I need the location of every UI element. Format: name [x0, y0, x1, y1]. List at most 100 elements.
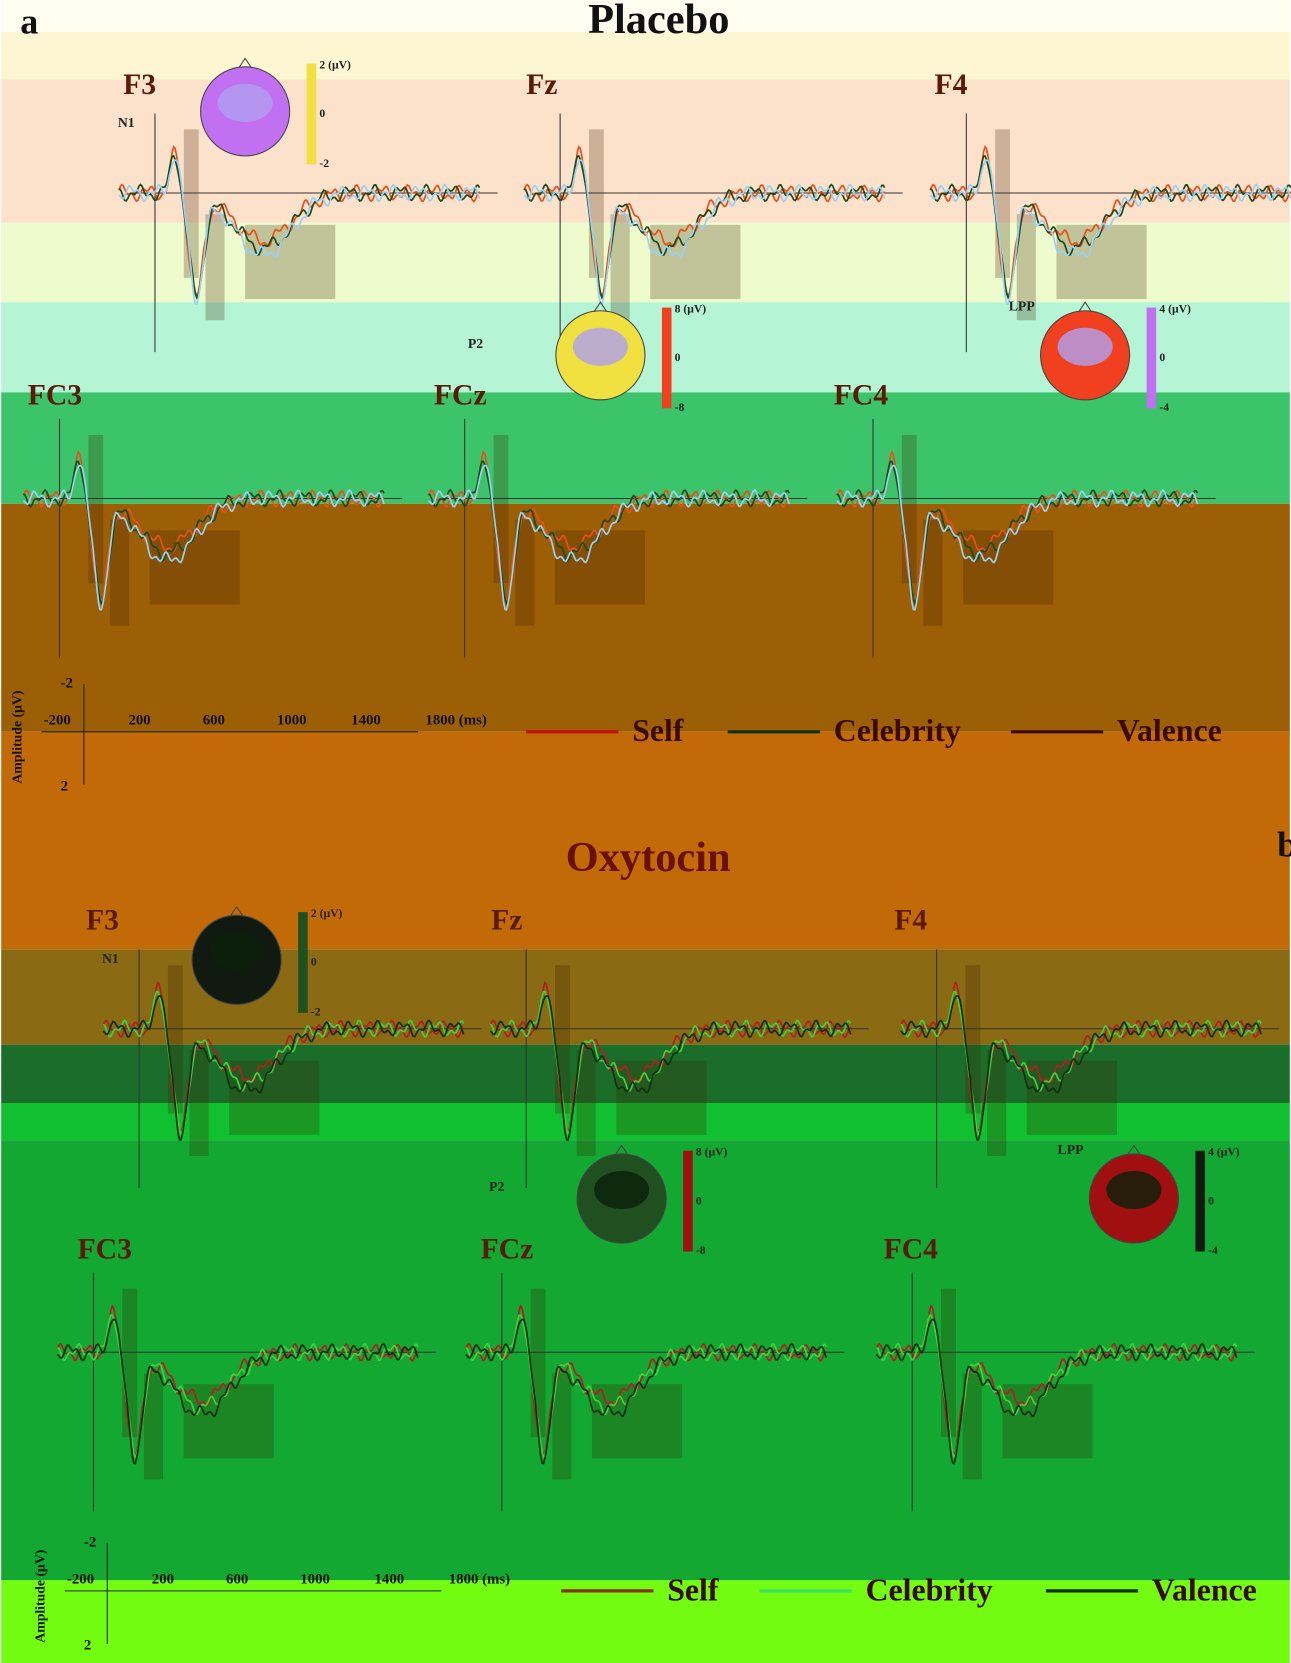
electrode-label: Fz	[526, 69, 557, 101]
component-label: N1	[102, 951, 119, 966]
scalp-contour	[209, 932, 264, 970]
component-label: LPP	[1009, 299, 1036, 314]
y-tick-label: 2	[61, 778, 68, 794]
component-window	[902, 435, 917, 583]
electrode-label: F3	[86, 905, 119, 937]
x-tick-label: 1000	[300, 1572, 330, 1588]
component-label: P2	[489, 1179, 504, 1194]
component-window	[229, 1061, 319, 1135]
electrode-label: FC3	[28, 380, 82, 412]
component-window	[122, 1289, 137, 1437]
component-window	[963, 530, 1053, 604]
electrode-label: F3	[123, 69, 156, 101]
colorbar	[298, 912, 308, 1013]
colorbar-label: 0	[1159, 351, 1165, 364]
x-tick-label: 1800 (ms)	[425, 713, 486, 729]
scalp-contour	[1106, 1171, 1161, 1209]
x-tick-label: 1400	[351, 713, 381, 729]
scalp-contour	[594, 1171, 649, 1209]
electrode-label: Fz	[491, 905, 522, 937]
colorbar	[662, 308, 672, 409]
colorbar-label: 2 (μV)	[319, 58, 351, 71]
legend-label: Valence	[1117, 713, 1222, 748]
electrode-label: FC3	[78, 1233, 132, 1265]
component-window	[941, 1289, 956, 1437]
colorbar-label: 0	[319, 107, 325, 120]
legend-label: Celebrity	[866, 1572, 993, 1607]
legend-label: Self	[667, 1572, 719, 1607]
scalp-contour	[573, 328, 628, 366]
electrode-label: FC4	[834, 380, 889, 412]
component-window	[555, 530, 645, 604]
electrode-label: F4	[894, 905, 927, 937]
colorbar	[1147, 308, 1157, 409]
component-window	[589, 129, 604, 277]
component-window	[245, 225, 335, 299]
colorbar	[683, 1151, 693, 1252]
colorbar-label: 0	[1208, 1194, 1214, 1207]
legend-label: Self	[632, 713, 684, 748]
y-axis-label: Amplitude (μV)	[33, 1550, 49, 1643]
colorbar-label: 8 (μV)	[675, 302, 707, 315]
colorbar	[307, 64, 317, 165]
x-tick-label: 1400	[375, 1572, 405, 1588]
component-window	[184, 129, 199, 277]
panel-label: b	[1277, 825, 1291, 865]
colorbar-label: -4	[1208, 1244, 1218, 1257]
page: a Placebo F3 Fz F4 FC3 FCz FC4 N1 P2 LPP 2 (μV) 0 -2 8…	[0, 0, 1291, 1663]
x-tick-label: 600	[226, 1572, 248, 1588]
component-label: P2	[468, 336, 483, 351]
colorbar-label: 0	[311, 956, 317, 969]
y-tick-label: 2	[84, 1637, 91, 1653]
component-window	[1056, 225, 1146, 299]
x-tick-label: 1800 (ms)	[449, 1572, 510, 1588]
x-tick-label: -200	[44, 713, 71, 729]
y-tick-label: -2	[61, 675, 73, 691]
component-window	[1002, 1384, 1092, 1458]
component-window	[555, 965, 570, 1113]
colorbar-label: 4 (μV)	[1159, 302, 1191, 315]
figure: a Placebo F3 Fz F4 FC3 FCz FC4 N1 P2 LPP 2 (μV) 0 -2 8…	[0, 0, 1291, 1663]
panel-label: a	[20, 2, 38, 42]
scalp-contour	[218, 84, 273, 122]
colorbar-label: 0	[696, 1194, 702, 1207]
colorbar-label: -2	[319, 157, 329, 170]
band	[1, 392, 1290, 503]
component-window	[531, 1289, 546, 1437]
colorbar-label: -8	[696, 1244, 706, 1257]
band	[1, 1580, 1290, 1663]
component-label: N1	[118, 115, 135, 130]
component-window	[168, 965, 183, 1113]
component-label: LPP	[1058, 1142, 1085, 1157]
x-tick-label: 200	[152, 1572, 174, 1588]
x-tick-label: 200	[128, 713, 150, 729]
component-window	[995, 129, 1010, 277]
colorbar-label: -2	[311, 1006, 321, 1019]
component-window	[965, 965, 980, 1113]
component-window	[592, 1384, 682, 1458]
component-window	[494, 435, 509, 583]
y-axis-label: Amplitude (μV)	[9, 691, 25, 784]
electrode-label: FCz	[434, 380, 487, 412]
panel-title: Placebo	[588, 0, 729, 43]
x-tick-label: -200	[67, 1572, 94, 1588]
x-tick-label: 600	[203, 713, 225, 729]
component-window	[88, 435, 103, 583]
colorbar-label: -4	[1159, 401, 1169, 414]
x-tick-label: 1000	[277, 713, 307, 729]
scalp-contour	[1058, 328, 1113, 366]
colorbar-label: 8 (μV)	[696, 1146, 728, 1159]
electrode-label: F4	[935, 69, 968, 101]
colorbar-label: 2 (μV)	[311, 907, 343, 920]
colorbar	[1195, 1151, 1205, 1252]
component-window	[650, 225, 740, 299]
panel-title: Oxytocin	[566, 834, 731, 881]
component-window	[1027, 1061, 1117, 1135]
colorbar-label: -8	[675, 401, 685, 414]
component-window	[150, 530, 240, 604]
legend-label: Valence	[1152, 1572, 1257, 1607]
electrode-label: FCz	[481, 1233, 534, 1265]
component-window	[184, 1384, 274, 1458]
colorbar-label: 4 (μV)	[1208, 1146, 1240, 1159]
component-window	[616, 1061, 706, 1135]
